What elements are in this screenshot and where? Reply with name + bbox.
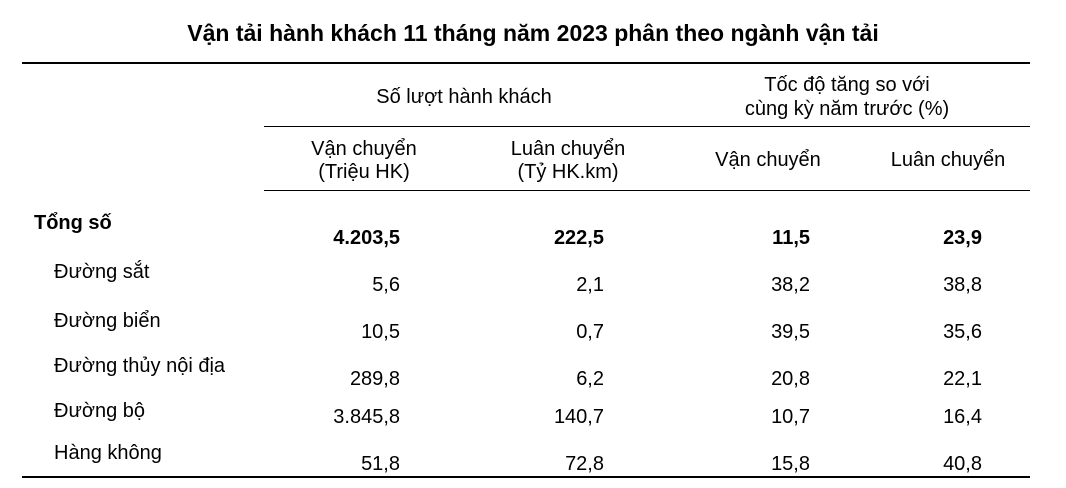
cell-total-v3: 11,5 [772, 227, 810, 249]
cell-inland-waterway-v2: 6,2 [576, 368, 604, 390]
cell-sea-v3: 39,5 [771, 321, 810, 343]
cell-aviation-v1: 51,8 [361, 453, 400, 475]
subheader-rule [264, 190, 1030, 191]
col-header-rotation-line1: Luân chuyển [510, 138, 626, 160]
cell-sea-v2: 0,7 [576, 321, 604, 343]
cell-road-v1: 3.845,8 [333, 406, 400, 428]
cell-aviation-v3: 15,8 [771, 453, 810, 475]
cell-sea-v1: 10,5 [361, 321, 400, 343]
col-header-rotation-growth: Luân chuyển [890, 149, 1006, 171]
cell-rail-v2: 2,1 [576, 274, 604, 296]
row-label-road: Đường bộ [54, 400, 145, 422]
top-rule [22, 62, 1030, 64]
row-label-total: Tổng số [34, 212, 112, 234]
col-header-transport-line2: (Triệu HK) [318, 161, 410, 183]
header-rule [264, 126, 1030, 127]
cell-inland-waterway-v3: 20,8 [771, 368, 810, 390]
group-header-growth-line2: cùng kỳ năm trước (%) [744, 98, 950, 120]
cell-rail-v3: 38,2 [771, 274, 810, 296]
cell-rail-v1: 5,6 [372, 274, 400, 296]
col-header-transport-line1: Vận chuyển [311, 138, 417, 160]
table-title: Vận tải hành khách 11 tháng năm 2023 phâ… [187, 20, 879, 46]
group-header-passengers: Số lượt hành khách [376, 86, 552, 108]
cell-road-v4: 16,4 [943, 406, 982, 428]
cell-sea-v4: 35,6 [943, 321, 982, 343]
group-header-growth-line1: Tốc độ tăng so với [764, 74, 930, 96]
cell-total-v4: 23,9 [943, 227, 982, 249]
cell-inland-waterway-v1: 289,8 [349, 368, 400, 390]
cell-road-v3: 10,7 [771, 406, 810, 428]
col-header-transport-growth: Vận chuyển [715, 149, 821, 171]
cell-total-v1: 4.203,5 [333, 227, 400, 249]
cell-rail-v4: 38,8 [943, 274, 982, 296]
row-label-aviation: Hàng không [54, 442, 162, 464]
bottom-rule [22, 476, 1030, 478]
col-header-rotation-line2: (Tỷ HK.km) [517, 161, 619, 183]
row-label-inland-waterway: Đường thủy nội địa [54, 355, 226, 377]
cell-road-v2: 140,7 [553, 406, 604, 428]
cell-aviation-v4: 40,8 [943, 453, 982, 475]
row-label-rail: Đường sắt [54, 261, 150, 283]
row-label-sea: Đường biển [54, 310, 161, 332]
cell-aviation-v2: 72,8 [565, 453, 604, 475]
cell-total-v2: 222,5 [553, 227, 604, 249]
cell-inland-waterway-v4: 22,1 [943, 368, 982, 390]
